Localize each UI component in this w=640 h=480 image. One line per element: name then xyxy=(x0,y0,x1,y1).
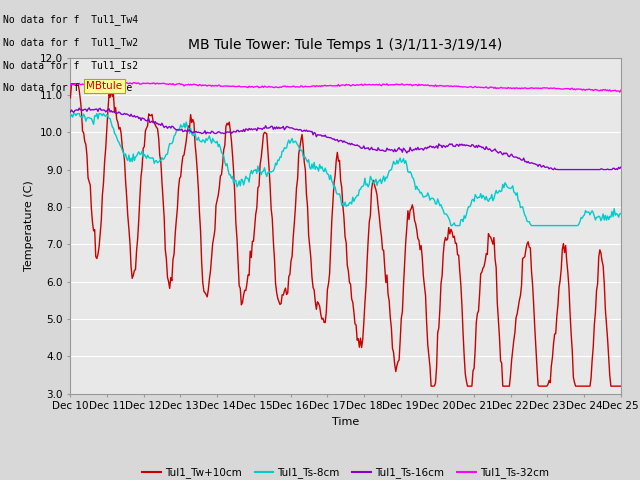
Text: No data for f  Tul1_Is2: No data for f Tul1_Is2 xyxy=(3,60,138,71)
Y-axis label: Temperature (C): Temperature (C) xyxy=(24,180,34,271)
X-axis label: Time: Time xyxy=(332,417,359,427)
Text: MBtule: MBtule xyxy=(86,81,122,91)
Legend: Tul1_Tw+10cm, Tul1_Ts-8cm, Tul1_Ts-16cm, Tul1_Ts-32cm: Tul1_Tw+10cm, Tul1_Ts-8cm, Tul1_Ts-16cm,… xyxy=(138,463,553,480)
Text: No data for f  Tul1_Tw2: No data for f Tul1_Tw2 xyxy=(3,36,138,48)
Text: No data for f  LMBtule: No data for f LMBtule xyxy=(3,83,132,93)
Text: No data for f  Tul1_Tw4: No data for f Tul1_Tw4 xyxy=(3,13,138,24)
Title: MB Tule Tower: Tule Temps 1 (3/1/11-3/19/14): MB Tule Tower: Tule Temps 1 (3/1/11-3/19… xyxy=(188,38,503,52)
